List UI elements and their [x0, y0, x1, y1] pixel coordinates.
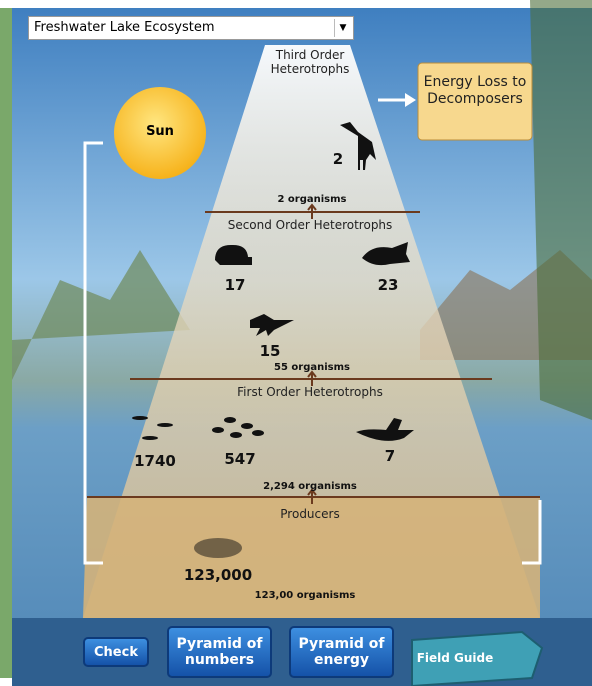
organism-count: 123,000	[178, 566, 258, 584]
level-total: 55 organisms	[252, 362, 372, 374]
level-name: Second Order Heterotrophs	[200, 218, 420, 232]
level-name: First Order Heterotrophs	[200, 385, 420, 399]
field-guide-button[interactable]: Field Guide	[410, 651, 500, 665]
organism-count: 15	[250, 342, 290, 360]
pyramid-energy-button[interactable]: Pyramid of energy	[289, 626, 394, 678]
ecosystem-dropdown[interactable]: Freshwater Lake Ecosystem ▼	[28, 16, 354, 40]
level-total: 123,00 organisms	[230, 590, 380, 602]
check-button[interactable]: Check	[83, 637, 149, 667]
side-strip	[0, 8, 12, 678]
level-total: 2 organisms	[252, 194, 372, 206]
sun-label: Sun	[135, 124, 185, 140]
organism-count: 547	[210, 450, 270, 468]
organism-count: 2	[323, 150, 353, 168]
level-name: Producers	[240, 507, 380, 521]
tree-right	[530, 0, 592, 420]
organism-count: 7	[375, 447, 405, 465]
dropdown-value: Freshwater Lake Ecosystem	[34, 20, 215, 35]
level-total: 2,294 organisms	[240, 481, 380, 493]
organism-count: 1740	[125, 452, 185, 470]
energy-loss-label: Energy Loss to Decomposers	[420, 74, 530, 108]
organism-count: 17	[215, 276, 255, 294]
organism-count: 23	[368, 276, 408, 294]
level-name: Third Order Heterotrophs	[262, 48, 358, 77]
dropdown-arrow: ▼	[334, 19, 351, 37]
pyramid-numbers-button[interactable]: Pyramid of numbers	[167, 626, 272, 678]
app: Freshwater Lake Ecosystem ▼ Sun Energy Lo…	[0, 0, 592, 686]
